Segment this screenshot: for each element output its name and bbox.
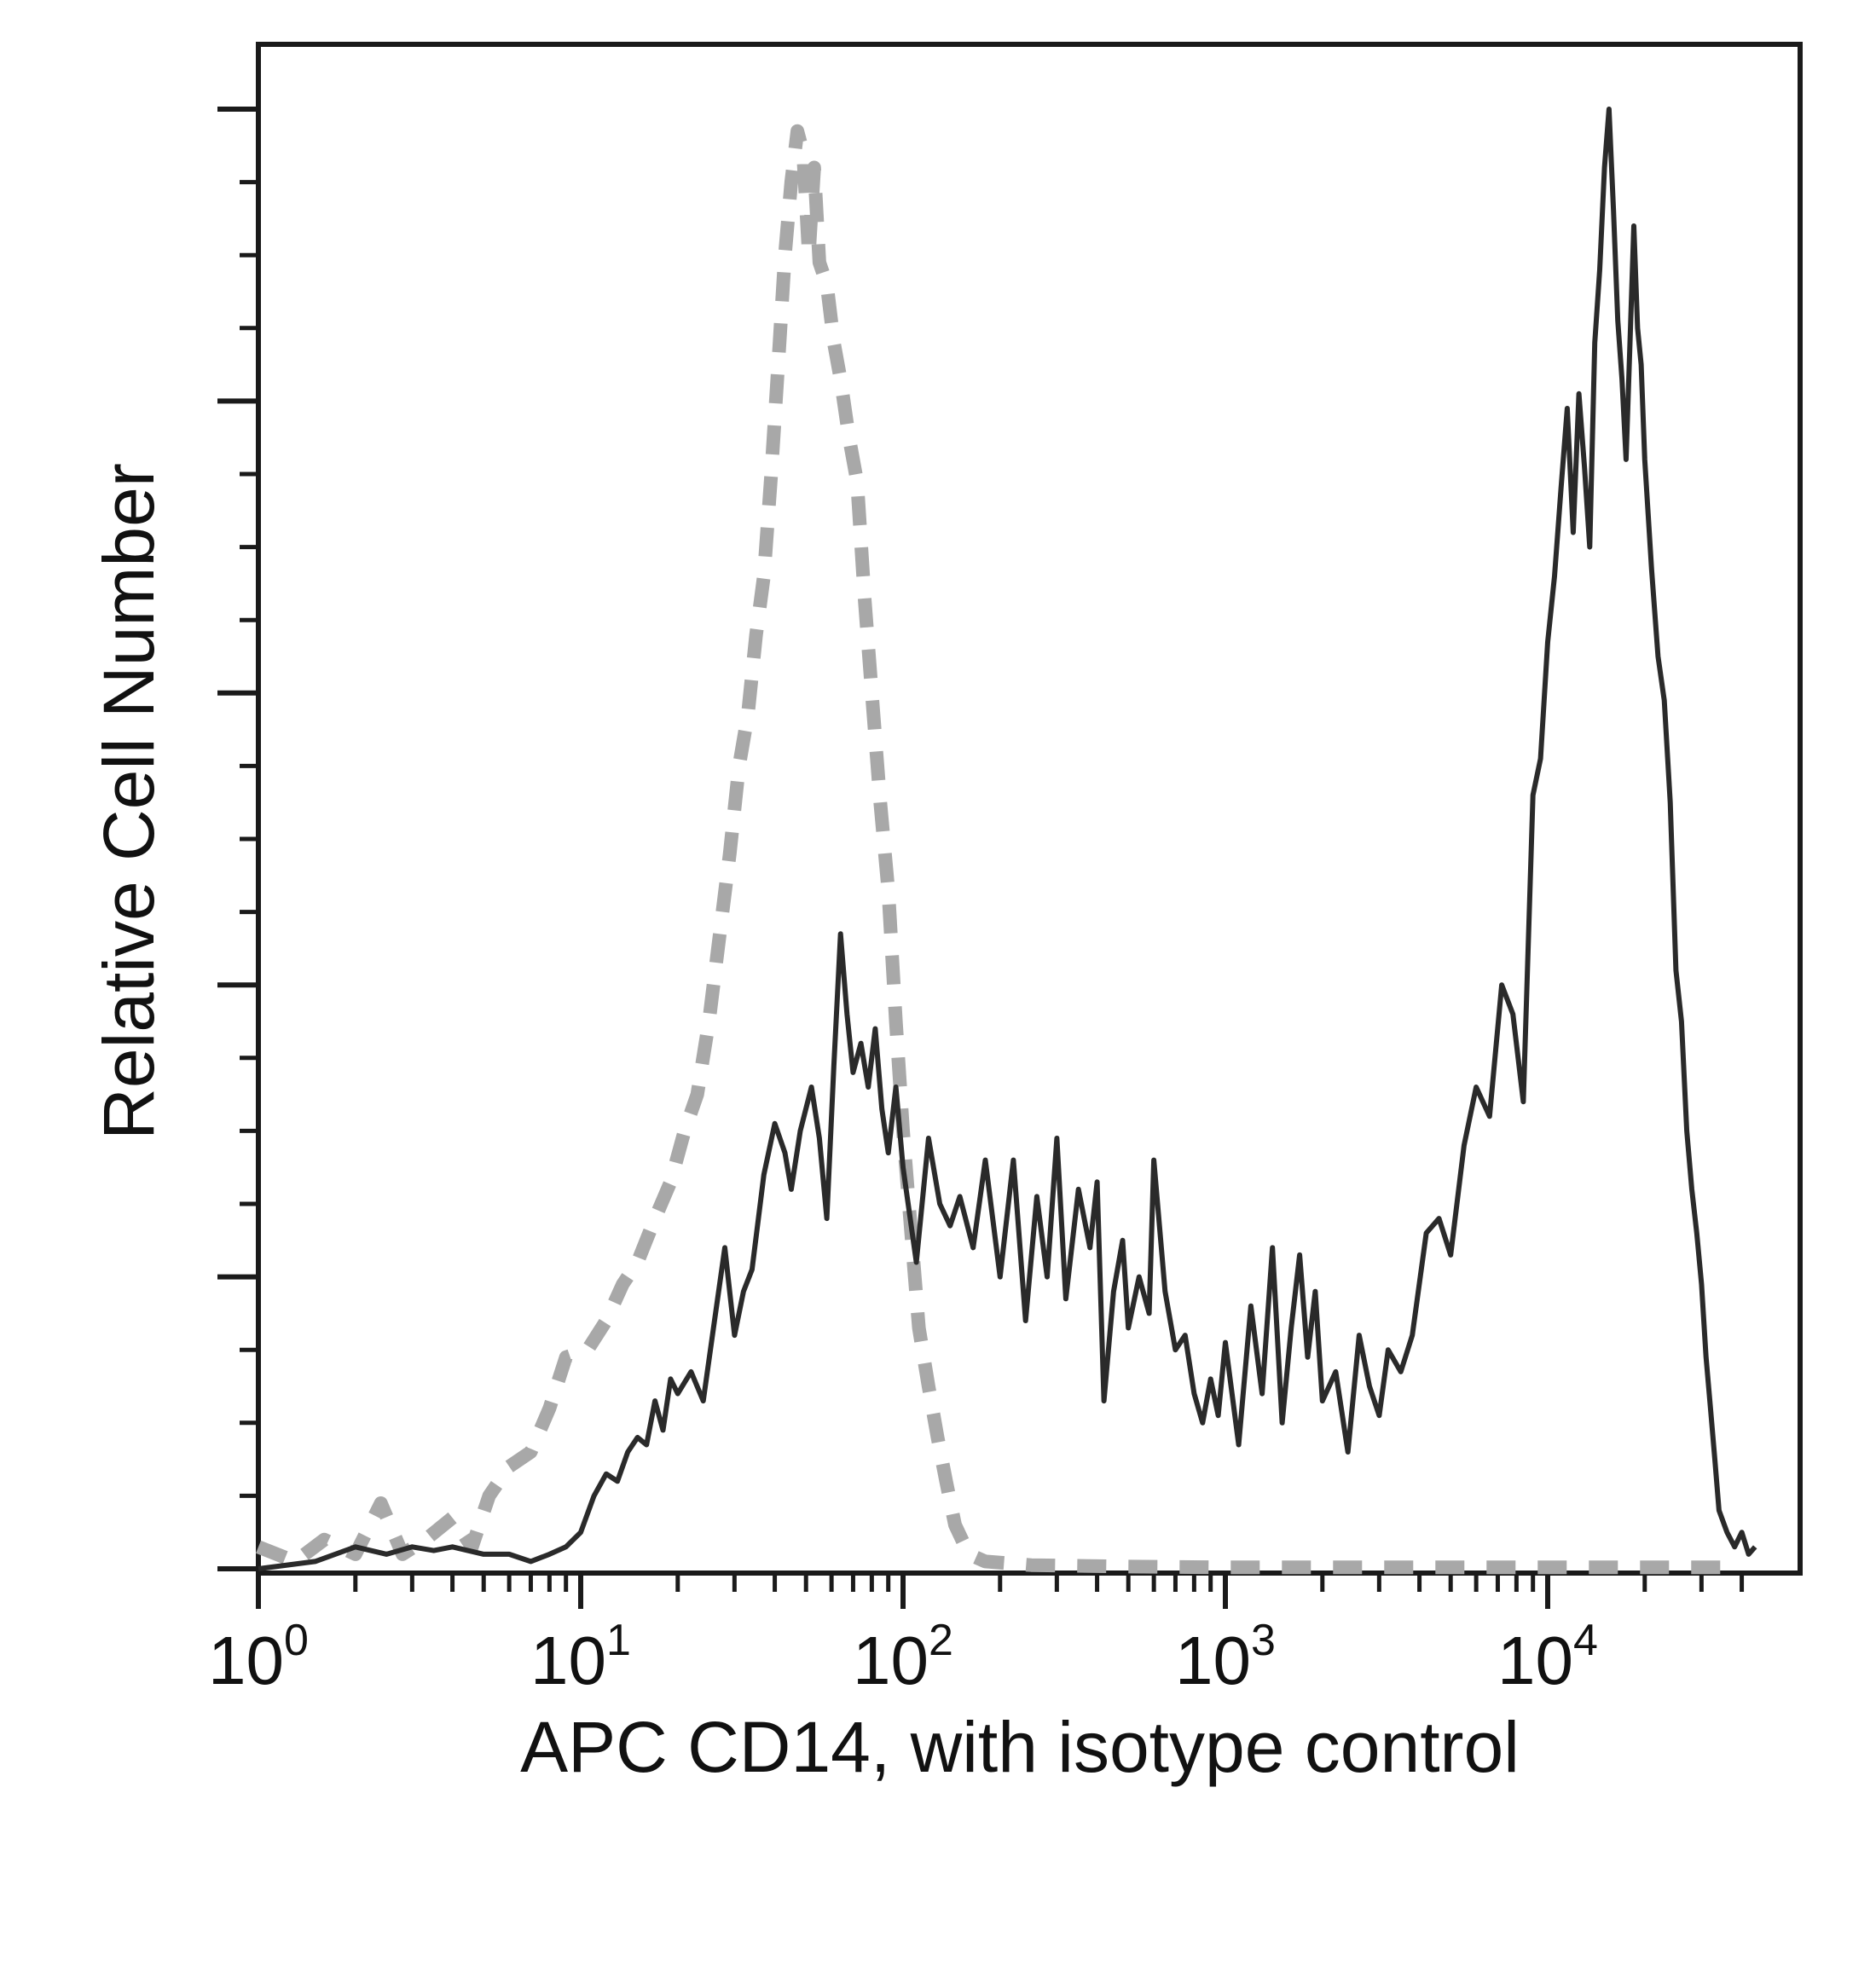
apc-cd14-curve — [258, 107, 1757, 1571]
x-tick-label: 104 — [1497, 1616, 1598, 1698]
x-tick-label: 103 — [1175, 1616, 1276, 1698]
y-axis-label: Relative Cell Number — [89, 463, 169, 1140]
x-tick-label: 101 — [530, 1616, 631, 1698]
x-axis-label: APC CD14, with isotype control — [520, 1707, 1520, 1787]
x-tick-label: 102 — [853, 1616, 953, 1698]
series-layer — [256, 107, 1757, 1575]
x-axis-ticks — [256, 1573, 1745, 1609]
x-tick-label: 100 — [208, 1616, 309, 1698]
plot-frame — [256, 42, 1803, 1576]
isotype-control-curve — [256, 124, 1742, 1575]
x-tick-labels: 100 101 102 103 104 — [208, 1616, 1598, 1698]
y-axis-ticks — [217, 107, 258, 1571]
